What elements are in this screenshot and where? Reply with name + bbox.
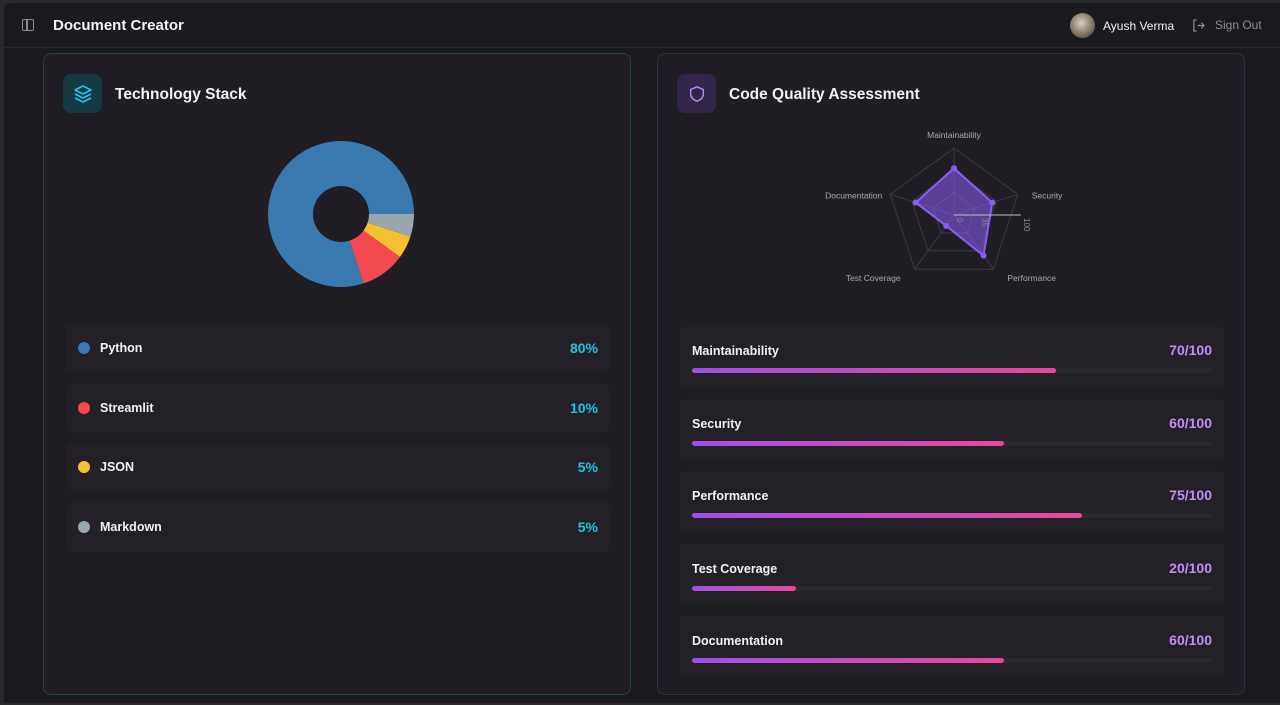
sign-out-label: Sign Out — [1215, 18, 1262, 32]
metric-score: 60/100 — [1169, 632, 1212, 648]
radar-point[interactable] — [943, 222, 950, 229]
radar-tick-label: 35 — [980, 218, 989, 227]
metric-row: Performance 75/100 — [680, 471, 1224, 533]
radar-tick-label: 0 — [955, 218, 964, 223]
radar-axis-label: Security — [1032, 190, 1063, 200]
legend-dot — [78, 520, 90, 533]
pie-slice-markdown[interactable] — [367, 214, 414, 237]
code-quality-card: Code Quality Assessment 0 35 100 Maintainab… — [657, 53, 1245, 695]
metric-name: Documentation — [692, 634, 783, 648]
legend-item: Markdown 5% — [66, 501, 610, 552]
layers-icon — [63, 74, 102, 113]
card-title: Technology Stack — [115, 86, 247, 103]
legend-label: Markdown — [100, 519, 162, 534]
app-window: Document Creator Ayush Verma Sign Out Te… — [4, 3, 1280, 703]
legend-dot — [78, 342, 90, 354]
progress-fill — [692, 513, 1082, 518]
metric-score: 60/100 — [1169, 414, 1212, 431]
legend-label: JSON — [100, 460, 135, 474]
sign-out-icon — [1193, 18, 1205, 32]
progress-fill — [692, 585, 796, 591]
card-title: Code Quality Assessment — [729, 86, 920, 103]
metric-score: 75/100 — [1169, 487, 1212, 503]
metric-row: Test Coverage 20/100 — [680, 543, 1224, 606]
radar-axis-label: Test Coverage — [846, 273, 901, 283]
metric-name: Performance — [692, 489, 769, 503]
pie-slice-streamlit[interactable] — [349, 230, 401, 284]
radar-axis-label: Maintainability — [927, 130, 982, 140]
user-name: Ayush Verma — [1103, 18, 1175, 33]
legend-percent: 5% — [577, 518, 598, 535]
radar-point[interactable] — [912, 199, 919, 206]
radar-area — [914, 166, 994, 258]
legend-percent: 10% — [569, 399, 598, 416]
radar-point[interactable] — [980, 252, 987, 259]
radar-point[interactable] — [989, 199, 996, 206]
avatar — [1070, 13, 1095, 38]
legend-item: Python 80% — [66, 323, 610, 373]
technology-stack-card: Technology Stack Python 80% Streamlit 10% JS… — [43, 53, 631, 695]
sign-out-button[interactable]: Sign Out — [1192, 18, 1262, 32]
metric-row: Maintainability 70/100 — [680, 326, 1224, 388]
metric-row: Documentation 60/100 — [680, 616, 1224, 678]
progress-bar — [692, 585, 1212, 591]
metric-score: 20/100 — [1169, 559, 1212, 576]
metric-name: Security — [692, 416, 742, 431]
metric-name: Test Coverage — [692, 561, 778, 576]
legend-label: Streamlit — [100, 400, 154, 415]
shield-icon — [677, 74, 716, 113]
progress-fill — [692, 658, 1004, 663]
legend-item: JSON 5% — [66, 442, 610, 492]
radar-grid — [889, 147, 1019, 270]
sidebar-toggle-icon[interactable] — [22, 19, 34, 31]
header: Document Creator Ayush Verma Sign Out — [4, 3, 1280, 48]
pie-slice-python[interactable] — [268, 141, 414, 287]
legend-dot — [78, 401, 90, 414]
metric-score: 70/100 — [1169, 342, 1212, 358]
progress-fill — [692, 368, 1056, 373]
metric-row: Security 60/100 — [680, 398, 1224, 461]
progress-bar — [692, 513, 1212, 518]
radar-chart: 0 35 100 Maintainability Security Performance… — [825, 130, 1063, 283]
legend-item: Streamlit 10% — [66, 382, 610, 433]
radar-grid — [911, 170, 997, 252]
radar-tick-label: 100 — [1022, 218, 1031, 232]
legend-dot — [78, 461, 90, 473]
pie-chart — [268, 141, 414, 287]
legend-percent: 80% — [569, 340, 598, 356]
progress-bar — [692, 658, 1212, 663]
radar-axis-label: Documentation — [825, 190, 882, 200]
legend-label: Python — [100, 341, 143, 355]
radar-axis-label: Performance — [1007, 273, 1056, 283]
radar-point[interactable] — [951, 165, 957, 172]
progress-bar — [692, 368, 1212, 373]
legend-percent: 5% — [577, 459, 598, 475]
progress-fill — [692, 440, 1004, 446]
progress-bar — [692, 440, 1212, 446]
metric-name: Maintainability — [692, 344, 779, 358]
app-title: Document Creator — [53, 17, 184, 34]
pie-slice-json[interactable] — [363, 222, 411, 257]
user-profile[interactable]: Ayush Verma — [1070, 13, 1174, 38]
